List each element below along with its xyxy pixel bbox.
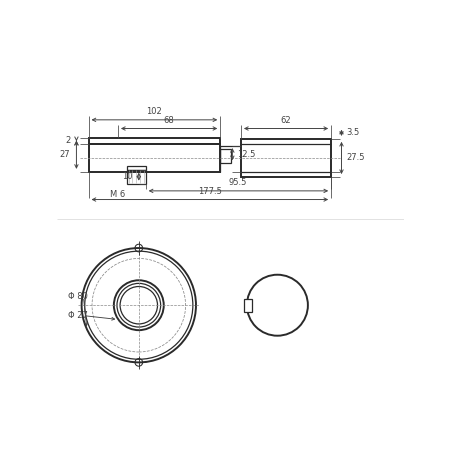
Text: Φ 80: Φ 80 [68, 292, 88, 301]
Text: 12.5: 12.5 [238, 150, 256, 159]
Bar [127, 170, 146, 184]
Text: 177.5: 177.5 [198, 187, 222, 196]
Text: 27: 27 [59, 150, 70, 159]
Text: 3.5: 3.5 [346, 128, 360, 137]
Text: 95.5: 95.5 [228, 178, 247, 187]
Text: Φ 27: Φ 27 [68, 311, 88, 320]
Text: 62: 62 [281, 116, 292, 125]
Text: 102: 102 [147, 107, 162, 116]
Bar [241, 139, 331, 177]
Text: 2: 2 [65, 136, 70, 145]
Bar [89, 138, 220, 144]
Text: 10: 10 [122, 172, 133, 181]
Text: M 6: M 6 [110, 190, 126, 199]
Text: 27.5: 27.5 [346, 153, 365, 162]
Bar [244, 299, 252, 312]
Bar [127, 166, 146, 170]
Bar [89, 144, 220, 172]
Text: 68: 68 [163, 116, 174, 125]
Bar [220, 149, 230, 163]
